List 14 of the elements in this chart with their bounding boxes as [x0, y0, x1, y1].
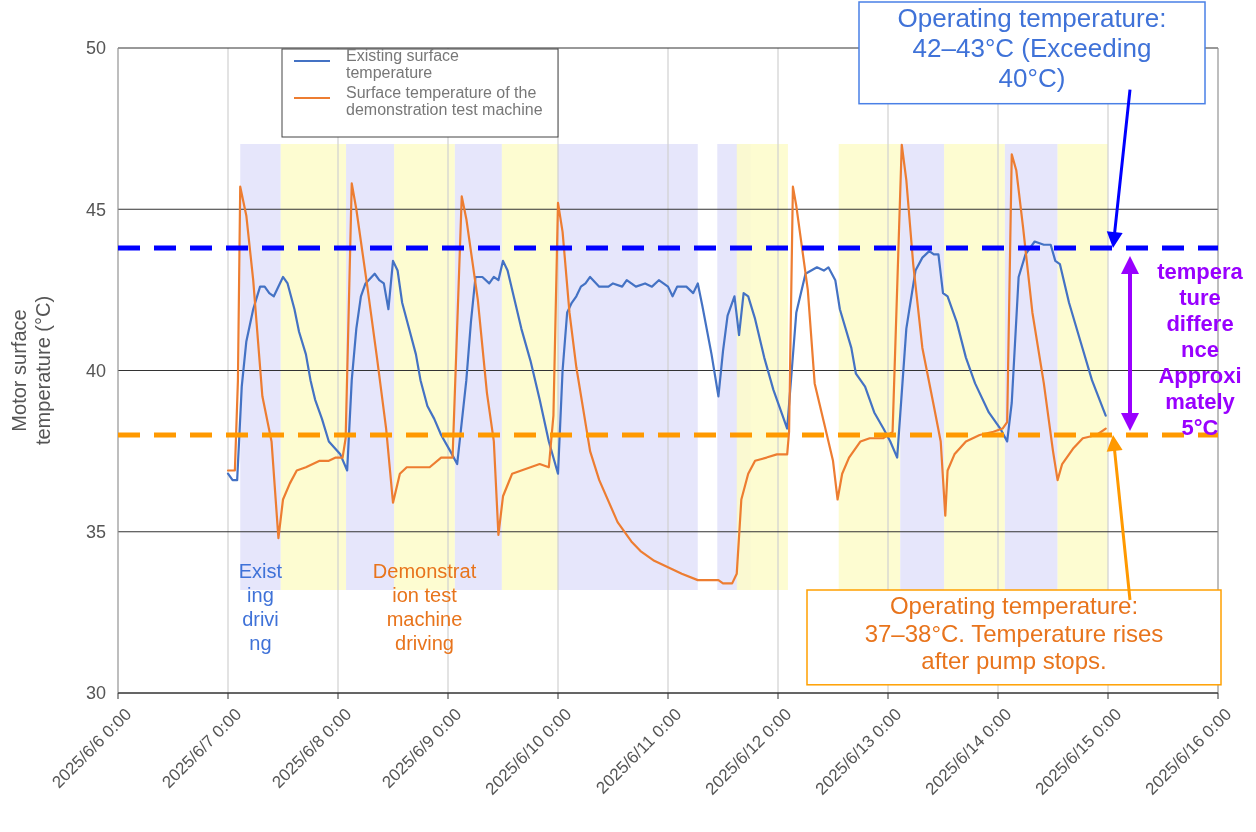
line-series: [226, 240, 1107, 482]
annotation: Operating temperature: 42–43°C (Exceeding 40°C): [897, 3, 1167, 93]
y-axis-title: Motor surface temperature (°C): [8, 295, 54, 446]
legend-label: Surface temperature of the demonstration test machine: [346, 84, 543, 118]
y-tick-label: 40: [85, 360, 106, 381]
annotation: Operating temperature: 37–38°C. Temperature rises after pump stops.: [864, 591, 1164, 674]
band-label: Existing driving: [238, 560, 283, 654]
band-label: Demonstration test machine driving: [372, 560, 477, 654]
legend-label: Existing surface temperature: [346, 47, 460, 81]
line-series: [226, 143, 1107, 585]
y-tick-label: 35: [85, 522, 106, 543]
y-tick-label: 50: [85, 38, 106, 59]
y-tick-label: 30: [85, 683, 106, 704]
y-tick-label: 45: [85, 199, 106, 220]
